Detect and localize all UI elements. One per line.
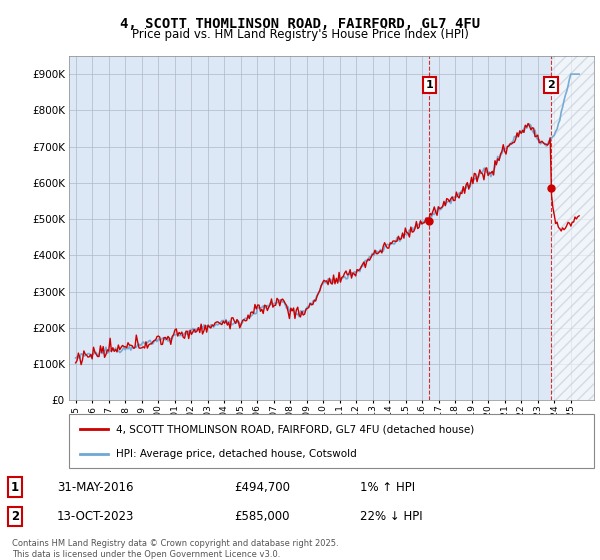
Text: 13-OCT-2023: 13-OCT-2023 [57,510,134,523]
Text: £585,000: £585,000 [234,510,290,523]
Text: Contains HM Land Registry data © Crown copyright and database right 2025.
This d: Contains HM Land Registry data © Crown c… [12,539,338,559]
Text: 22% ↓ HPI: 22% ↓ HPI [360,510,422,523]
Text: 4, SCOTT THOMLINSON ROAD, FAIRFORD, GL7 4FU (detached house): 4, SCOTT THOMLINSON ROAD, FAIRFORD, GL7 … [116,424,475,435]
Text: 1: 1 [425,80,433,90]
Text: 1% ↑ HPI: 1% ↑ HPI [360,480,415,494]
Text: Price paid vs. HM Land Registry's House Price Index (HPI): Price paid vs. HM Land Registry's House … [131,28,469,41]
FancyBboxPatch shape [69,414,594,468]
Text: £494,700: £494,700 [234,480,290,494]
Text: 4, SCOTT THOMLINSON ROAD, FAIRFORD, GL7 4FU: 4, SCOTT THOMLINSON ROAD, FAIRFORD, GL7 … [120,17,480,31]
Text: HPI: Average price, detached house, Cotswold: HPI: Average price, detached house, Cots… [116,449,357,459]
Bar [551,56,594,400]
Text: 2: 2 [547,80,555,90]
Text: 31-MAY-2016: 31-MAY-2016 [57,480,133,494]
Text: 1: 1 [11,480,19,494]
Text: 2: 2 [11,510,19,523]
